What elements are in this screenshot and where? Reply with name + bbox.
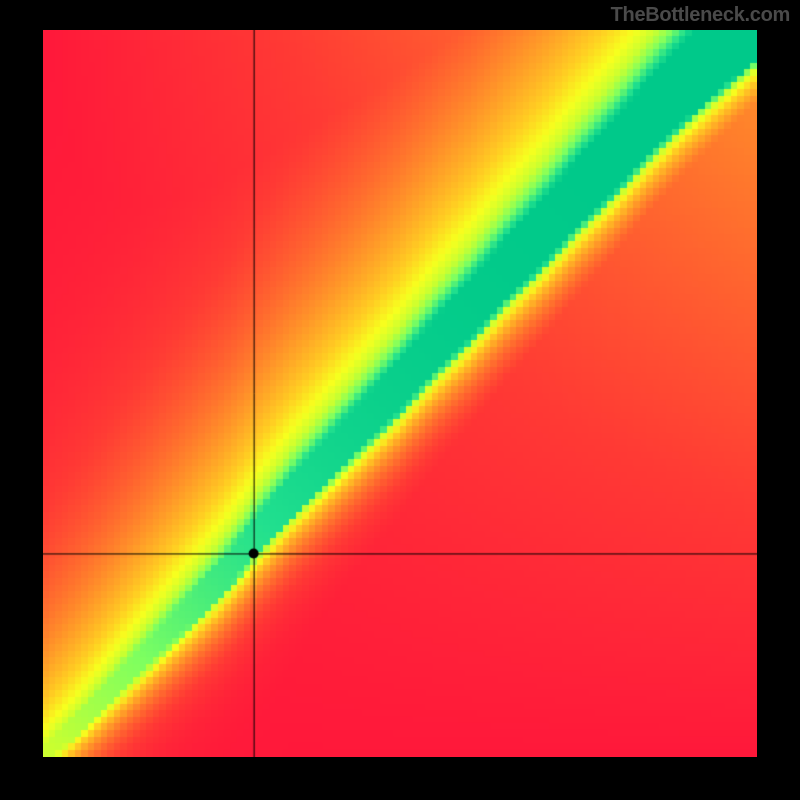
bottleneck-heatmap bbox=[43, 30, 757, 757]
heatmap-canvas bbox=[43, 30, 757, 757]
source-attribution: TheBottleneck.com bbox=[611, 4, 790, 27]
